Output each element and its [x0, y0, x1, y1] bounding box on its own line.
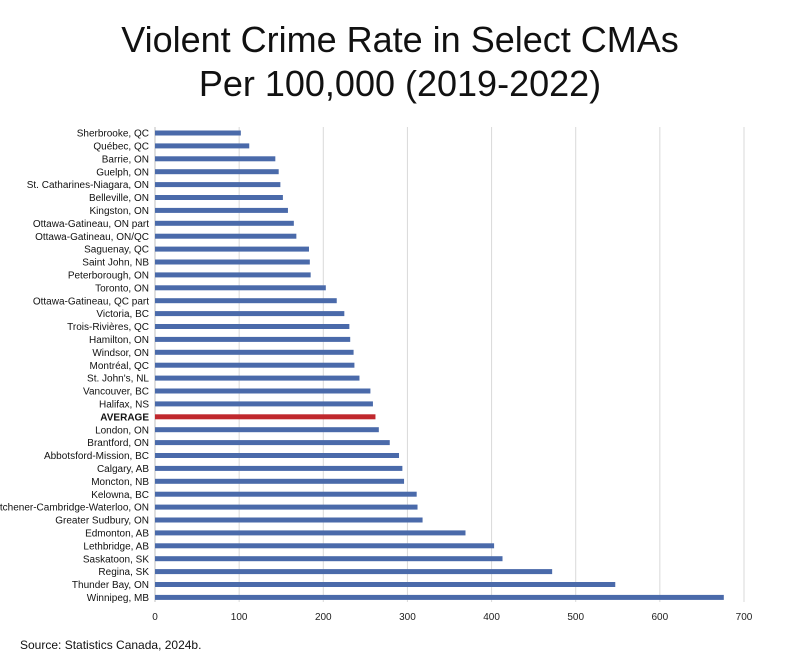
x-tick-label: 700	[736, 612, 753, 623]
x-tick-label: 400	[483, 612, 500, 623]
category-label: Brantford, ON	[87, 438, 149, 449]
category-label: Barrie, ON	[102, 154, 149, 165]
chart-title-line-1: Violent Crime Rate in Select CMAs	[121, 19, 679, 60]
category-label: Peterborough, ON	[68, 271, 149, 282]
category-label: Saskatoon, SK	[83, 554, 149, 565]
category-label: Trois-Rivières, QC	[67, 322, 149, 333]
category-label: Belleville, ON	[89, 193, 149, 204]
category-label: Greater Sudbury, ON	[55, 516, 149, 527]
bar	[155, 362, 355, 368]
category-label: Winnipeg, MB	[87, 593, 150, 604]
category-label: Regina, SK	[98, 567, 149, 578]
bar	[155, 311, 345, 317]
category-label: Ottawa-Gatineau, ON/QC	[35, 232, 149, 243]
bar	[155, 259, 310, 265]
category-label: Edmonton, AB	[85, 529, 149, 540]
bar-average	[155, 414, 376, 420]
bar	[155, 465, 403, 471]
chart-title: Violent Crime Rate in Select CMAs Per 10…	[0, 18, 800, 106]
category-label: Halifax, NS	[99, 400, 149, 411]
bar	[155, 556, 503, 562]
category-label: Vancouver, BC	[83, 387, 149, 398]
bar	[155, 582, 616, 587]
bars	[155, 130, 724, 600]
category-label: St. Catharines-Niagara, ON	[27, 180, 149, 191]
bar	[155, 233, 297, 239]
bar	[155, 182, 281, 188]
bar	[155, 491, 417, 497]
bar	[155, 569, 553, 575]
source-note: Source: Statistics Canada, 2024b.	[20, 638, 202, 652]
bar	[155, 220, 294, 226]
category-label: Lethbridge, AB	[83, 541, 149, 552]
bar	[155, 324, 350, 329]
bar	[155, 285, 326, 291]
bar	[155, 478, 405, 484]
category-label: Guelph, ON	[96, 167, 149, 178]
bar	[155, 195, 283, 200]
category-label: Montréal, QC	[90, 361, 149, 372]
bar	[155, 298, 337, 304]
bar	[155, 336, 351, 342]
x-tick-label: 300	[399, 612, 416, 623]
bar	[155, 453, 400, 458]
bar	[155, 246, 309, 252]
bar	[155, 375, 360, 381]
bar	[155, 543, 495, 549]
x-tick-label: 200	[315, 612, 332, 623]
bar	[155, 169, 279, 175]
category-label: Calgary, AB	[97, 464, 149, 475]
category-label: Saguenay, QC	[84, 245, 149, 256]
category-label: Windsor, ON	[92, 348, 149, 359]
bar	[155, 143, 250, 149]
x-tick-label: 500	[567, 612, 584, 623]
x-tick-label: 100	[231, 612, 248, 623]
bar	[155, 427, 379, 433]
bar	[155, 130, 241, 136]
category-label: Kitchener-Cambridge-Waterloo, ON	[0, 503, 149, 514]
category-label: Ottawa-Gatineau, ON part	[33, 219, 149, 230]
bar	[155, 517, 423, 523]
bar	[155, 388, 371, 394]
bar	[155, 440, 390, 446]
category-label: Victoria, BC	[96, 309, 149, 320]
category-label: Toronto, ON	[95, 283, 149, 294]
category-label: Kingston, ON	[90, 206, 149, 217]
category-label: St. John's, NL	[87, 374, 149, 385]
x-axis-tick-labels: 0 100 200 300 400 500 600 700	[152, 612, 753, 623]
bar	[155, 530, 466, 536]
category-label: Sherbrooke, QC	[77, 129, 149, 140]
bar	[155, 156, 276, 162]
bar	[155, 272, 311, 278]
category-label: Saint John, NB	[82, 258, 149, 269]
category-label: Ottawa-Gatineau, QC part	[33, 296, 149, 307]
bar	[155, 401, 373, 407]
bar	[155, 349, 354, 355]
bar	[155, 504, 418, 510]
category-label: Québec, QC	[93, 142, 149, 153]
chart-title-line-2: Per 100,000 (2019-2022)	[198, 63, 602, 104]
category-label: Abbotsford-Mission, BC	[44, 451, 149, 462]
category-label-average: AVERAGE	[100, 412, 149, 423]
category-label: Thunder Bay, ON	[72, 580, 149, 591]
bar	[155, 207, 288, 213]
category-label: Hamilton, ON	[89, 335, 149, 346]
x-tick-label: 600	[652, 612, 669, 623]
bar	[155, 594, 724, 600]
category-label: London, ON	[95, 425, 149, 436]
x-tick-label: 0	[152, 612, 158, 623]
category-label: Moncton, NB	[91, 477, 149, 488]
category-label: Kelowna, BC	[91, 490, 149, 501]
